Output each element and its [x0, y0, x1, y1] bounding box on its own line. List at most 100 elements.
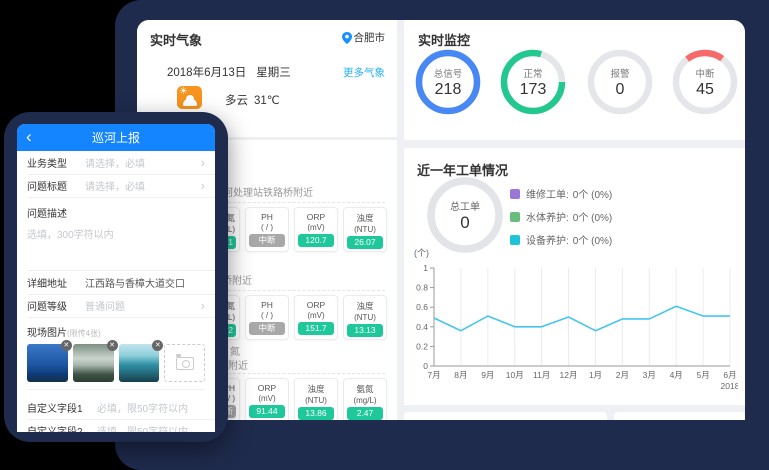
city-label: 合肥市 — [353, 32, 386, 44]
station-name: 氮 — [230, 347, 240, 358]
svg-text:0: 0 — [423, 361, 428, 371]
chevron-right-icon: › — [200, 178, 205, 194]
metric-card: 氨氮 (mg/L) 2.47 — [343, 378, 387, 420]
bottom-card-left — [404, 412, 607, 420]
ring-interrupted: 中断 45 — [669, 46, 741, 118]
legend-swatch-repair — [510, 188, 520, 199]
uploaded-photo[interactable]: ✕ — [118, 340, 164, 382]
svg-text:4月: 4月 — [670, 370, 683, 380]
divider — [193, 202, 385, 203]
svg-text:7月: 7月 — [427, 370, 440, 380]
metric-card: ORP (mV) 120.7 — [294, 207, 338, 252]
weekday-label: 星期三 — [256, 67, 291, 79]
svg-text:2018: 2018 — [721, 381, 738, 391]
legend-swatch-device — [510, 234, 520, 245]
value-badge: 2.47 — [347, 407, 383, 420]
svg-text:1: 1 — [423, 263, 428, 273]
monitor-title: 实时监控 — [418, 33, 471, 48]
metric-card: ORP (mV) 151.7 — [294, 295, 338, 340]
temperature: 31℃ — [254, 95, 280, 107]
divider — [193, 373, 385, 374]
svg-text:5月: 5月 — [696, 370, 709, 380]
metric-card: 浊度 (NTU) 13.86 — [294, 378, 338, 420]
ring-normal: 正常 173 — [497, 46, 569, 118]
field-issue-level[interactable]: 问题等级 普通问题 › — [27, 295, 215, 318]
more-weather-link[interactable]: 更多气象 — [343, 67, 385, 79]
cloudy-weather-icon: ☀ — [177, 86, 202, 109]
ring-alarm: 报警 0 — [584, 46, 656, 118]
svg-text:3月: 3月 — [643, 370, 656, 380]
uploaded-photo[interactable]: ✕ — [27, 340, 72, 382]
svg-text:10月: 10月 — [506, 370, 524, 380]
legend-swatch-water — [510, 211, 520, 222]
weather-date: 2018年6月13日 星期三 — [167, 67, 291, 79]
metric-card: ORP (mV) 91.44 — [245, 378, 289, 420]
station-name: 桥附近 — [222, 276, 252, 287]
svg-text:0.2: 0.2 — [416, 341, 428, 351]
chevron-right-icon: › — [200, 154, 205, 170]
value-badge: 13.86 — [298, 407, 334, 420]
legend-item: 维修工单: 0个 (0%) — [510, 186, 612, 201]
legend-item: 水体养护: 0个 (0%) — [510, 209, 612, 224]
value-badge: 91.44 — [249, 405, 285, 418]
remove-photo-icon[interactable]: ✕ — [60, 340, 72, 351]
station-name: 河处理站铁路桥附近 — [223, 188, 313, 199]
station-name: 附近 — [228, 361, 248, 372]
metric-card: PH( / ) 中断 — [245, 207, 289, 252]
svg-text:0.8: 0.8 — [416, 283, 428, 293]
weather-title: 实时气象 — [150, 33, 203, 48]
photos-row: ✕ ✕ ✕ — [27, 340, 206, 390]
value-badge: 120.7 — [298, 234, 334, 247]
svg-text:12月: 12月 — [560, 370, 578, 380]
phone-mockup: ‹ 巡河上报 业务类型 请选择，必填 › 问题标题 请选择，必填 › 问题描述 … — [4, 112, 228, 442]
remove-photo-icon[interactable]: ✕ — [152, 340, 164, 351]
ring-total-signal: 总信号 218 — [412, 46, 484, 118]
field-custom-2[interactable]: 自定义字段2 选填，限50字符以内 — [27, 420, 215, 432]
value-badge: 中断 — [249, 234, 285, 247]
location-pin-icon — [341, 31, 352, 44]
orders-title: 近一年工单情况 — [417, 163, 509, 178]
phone-screen: ‹ 巡河上报 业务类型 请选择，必填 › 问题标题 请选择，必填 › 问题描述 … — [17, 124, 215, 432]
field-issue-title[interactable]: 问题标题 请选择，必填 › — [27, 175, 215, 198]
field-business-type[interactable]: 业务类型 请选择，必填 › — [27, 151, 215, 175]
svg-text:9月: 9月 — [481, 370, 494, 380]
back-button[interactable]: ‹ — [26, 127, 32, 146]
value-badge: 151.7 — [298, 322, 334, 335]
value-badge: 13.13 — [347, 324, 383, 337]
remove-photo-icon[interactable]: ✕ — [106, 340, 118, 351]
svg-text:0.6: 0.6 — [416, 302, 428, 312]
orders-line-chart: 0 0.2 0.4 0.6 0.8 1 7月 8月 9月 10月 11月 12月 1月 2月 3月 4月 5月 6… — [416, 263, 738, 391]
phone-header: ‹ 巡河上报 — [17, 124, 215, 151]
field-address[interactable]: 详细地址 江西路与香樟大道交口 — [27, 271, 215, 295]
field-issue-description[interactable]: 问题描述 选填，300字符以内 — [27, 198, 215, 271]
weather-card: 实时气象 合肥市 2018年6月13日 星期三 更多气象 ☀ 多云 31℃ — [137, 20, 397, 137]
orders-legend: 维修工单: 0个 (0%) 水体养护: 0个 (0%) 设备养护: 0个 (0%) — [510, 186, 612, 255]
svg-text:11月: 11月 — [533, 370, 550, 380]
metric-card: PH( / ) 中断 — [245, 295, 289, 340]
svg-text:1月: 1月 — [589, 370, 602, 380]
realtime-monitor-card: 实时监控 总信号 218 正常 173 报警 0 中断 45 — [404, 20, 745, 140]
city-selector[interactable]: 合肥市 — [341, 30, 386, 45]
total-orders-ring: 总工单 0 — [423, 173, 507, 257]
divider — [193, 290, 385, 291]
legend-item: 设备养护: 0个 (0%) — [510, 232, 612, 247]
dashboard: 实时气象 合肥市 2018年6月13日 星期三 更多气象 ☀ 多云 31℃ 河处理站… — [137, 20, 745, 420]
add-photo-button[interactable] — [164, 344, 206, 382]
orders-card: 近一年工单情况 总工单 0 维修工单: 0个 (0%) 水体养护: 0个 (0%) 设… — [404, 148, 745, 405]
svg-text:6月: 6月 — [723, 370, 736, 380]
y-axis-unit: (个) — [414, 248, 429, 258]
photos-label: 现场图片(限传4张) — [27, 328, 101, 339]
chevron-right-icon: › — [200, 298, 205, 314]
svg-text:0.4: 0.4 — [416, 322, 428, 332]
svg-text:2月: 2月 — [616, 370, 629, 380]
phone-title: 巡河上报 — [91, 131, 140, 145]
weather-condition: 多云 31℃ — [225, 95, 280, 107]
value-badge: 26.07 — [347, 236, 383, 249]
metric-card: 浊度 (NTU) 13.13 — [343, 295, 387, 340]
field-custom-1[interactable]: 自定义字段1 必填，限50字符以内 — [27, 396, 215, 420]
bottom-card-right — [614, 412, 745, 420]
camera-icon — [176, 354, 195, 370]
metric-card: 浊度 (NTU) 26.07 — [343, 207, 387, 252]
svg-text:8月: 8月 — [454, 370, 467, 380]
uploaded-photo[interactable]: ✕ — [72, 340, 118, 382]
